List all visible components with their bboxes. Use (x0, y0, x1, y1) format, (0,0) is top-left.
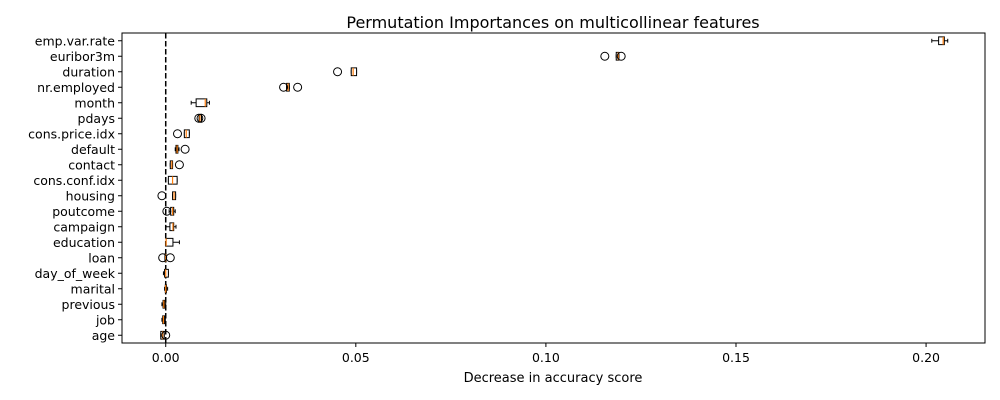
box-contact (169, 160, 184, 170)
outlier-point (174, 160, 184, 170)
box-emp.var.rate (931, 36, 949, 46)
y-axis: emp.var.rateeuribor3mdurationnr.employed… (28, 33, 122, 343)
box-education (165, 237, 180, 247)
x-axis-label: Decrease in accuracy score (464, 371, 643, 386)
box-day_of_week (162, 268, 169, 278)
y-tick-label: euribor3m (50, 49, 115, 64)
outlier-point (173, 129, 183, 139)
box-previous (161, 299, 167, 309)
y-tick-label: previous (62, 297, 115, 312)
outlier-point (279, 82, 289, 92)
y-tick-label: duration (62, 64, 115, 79)
box-duration (333, 67, 358, 77)
y-tick-label: nr.employed (37, 80, 115, 95)
y-tick-label: day_of_week (35, 266, 116, 281)
outlier-point (161, 330, 171, 340)
box-iqr (165, 237, 174, 247)
box-iqr (164, 268, 169, 278)
outlier-point (333, 67, 343, 77)
x-axis: 0.00 0.05 0.10 0.15 0.20 (152, 343, 940, 365)
y-tick-label: job (95, 312, 115, 327)
box-euribor3m (600, 51, 626, 61)
box-loan (158, 253, 175, 263)
outlier-point (293, 82, 303, 92)
box-cons.conf.idx (167, 175, 178, 185)
box-housing (157, 191, 177, 201)
box-month (190, 98, 210, 108)
outlier-point (162, 206, 172, 216)
x-tick-label: 0.00 (152, 350, 180, 365)
box-nr.employed (279, 82, 303, 92)
x-tick-label: 0.20 (912, 350, 940, 365)
y-tick-label: housing (66, 188, 115, 203)
y-tick-label: contact (68, 157, 115, 172)
box-marital (164, 284, 169, 294)
outlier-point (194, 113, 204, 123)
axes-frame (121, 32, 986, 344)
box-iqr (938, 36, 945, 46)
outlier-point (600, 51, 610, 61)
y-tick-label: pdays (78, 111, 115, 126)
box-poutcome (162, 206, 176, 216)
chart-title: Permutation Importances on multicollinea… (346, 13, 759, 32)
y-tick-label: poutcome (52, 204, 115, 219)
box-campaign (165, 222, 177, 232)
x-tick-label: 0.10 (532, 350, 560, 365)
outlier-point (165, 253, 175, 263)
box-cons.price.idx (173, 129, 190, 139)
box-iqr (195, 98, 208, 108)
y-tick-label: campaign (53, 219, 115, 234)
outlier-point (180, 144, 190, 154)
y-tick-label: default (71, 142, 115, 157)
box-age (160, 330, 171, 340)
y-tick-label: marital (71, 281, 115, 296)
y-tick-label: loan (88, 250, 115, 265)
outlier-point (616, 51, 626, 61)
y-tick-label: education (53, 235, 115, 250)
y-tick-label: month (74, 95, 115, 110)
box-iqr (169, 222, 175, 232)
y-tick-label: age (92, 328, 116, 343)
outlier-point (196, 113, 206, 123)
y-tick-label: cons.conf.idx (33, 173, 115, 188)
box-pdays (194, 113, 206, 123)
x-tick-label: 0.05 (342, 350, 370, 365)
outlier-point (157, 191, 167, 201)
box-job (161, 315, 166, 325)
y-tick-label: emp.var.rate (35, 33, 115, 48)
box-iqr (350, 67, 358, 77)
box-default (174, 144, 190, 154)
x-tick-label: 0.15 (722, 350, 750, 365)
plot-area (157, 33, 949, 343)
y-tick-label: cons.price.idx (28, 126, 115, 141)
